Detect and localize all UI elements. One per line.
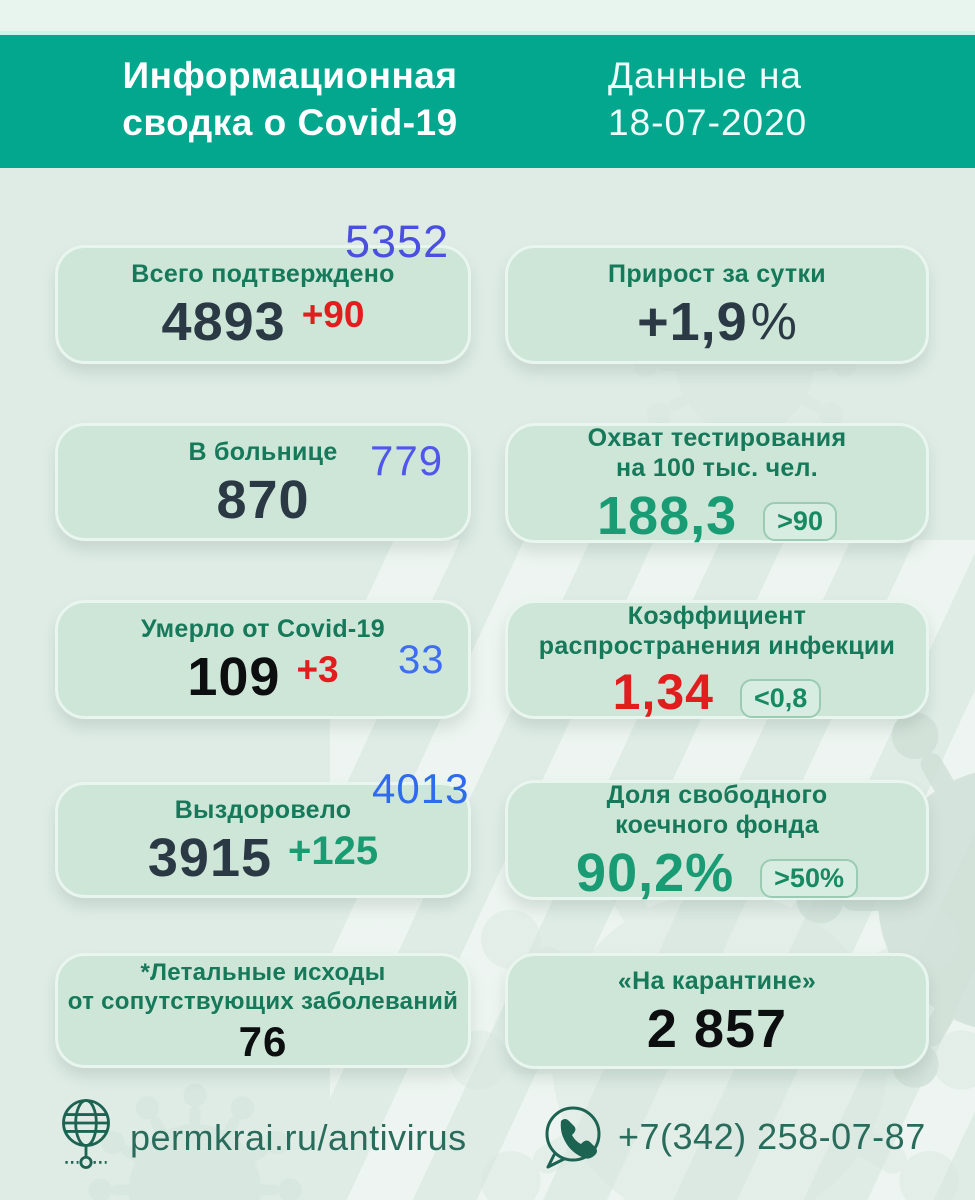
card-hospitalized: В больнице 870 bbox=[55, 423, 471, 541]
card-recovered: Выздоровело 3915 +125 bbox=[55, 782, 471, 898]
card-value: 76 bbox=[238, 1017, 288, 1065]
card-title-line2: распространения инфекции bbox=[538, 632, 896, 660]
page-title-line2: сводка о Covid-19 bbox=[122, 102, 458, 143]
card-title: Прирост за сутки bbox=[608, 260, 826, 288]
card-title: Выздоровело bbox=[174, 795, 352, 824]
handwritten-annotation-deaths: 33 bbox=[398, 638, 445, 682]
card-title-line1: Охват тестирования bbox=[587, 423, 847, 452]
handwritten-annotation-hospital: 779 bbox=[370, 437, 444, 484]
card-testing-coverage: Охват тестирования на 100 тыс. чел. 188,… bbox=[505, 423, 929, 546]
report-date-value: 18-07-2020 bbox=[608, 102, 808, 143]
card-title: «На карантине» bbox=[617, 966, 817, 995]
threshold-badge: >50% bbox=[760, 859, 858, 898]
card-title-line2: от сопутствующих заболеваний bbox=[67, 987, 459, 1015]
card-title: Доля свободного коечного фонда bbox=[607, 780, 828, 840]
website-url: permkrai.ru/antivirus bbox=[130, 1117, 467, 1158]
card-spread-coefficient: Коэффициент распространения инфекции 1,3… bbox=[505, 600, 929, 719]
card-free-beds-share: Доля свободного коечного фонда 90,2% >50… bbox=[505, 780, 929, 903]
card-title: Охват тестирования на 100 тыс. чел. bbox=[588, 423, 847, 483]
handwritten-annotation-recovered: 4013 bbox=[372, 765, 470, 812]
card-title-line1: Коэффициент bbox=[627, 602, 807, 630]
percent-sign: % bbox=[750, 293, 797, 351]
globe-icon bbox=[62, 1099, 110, 1169]
daily-change-badge: +125 bbox=[288, 828, 379, 873]
card-total-confirmed: Всего подтверждено 4893 +90 bbox=[55, 245, 471, 364]
daily-change-badge: +90 bbox=[301, 294, 365, 335]
card-title-line2: на 100 тыс. чел. bbox=[615, 453, 819, 482]
card-quarantined: «На карантине» 2 857 bbox=[505, 953, 929, 1069]
card-value: 1,34 bbox=[612, 664, 714, 720]
card-title: Коэффициент распространения инфекции bbox=[539, 601, 895, 661]
card-comorbidity-deaths: *Летальные исходы от сопутствующих забол… bbox=[55, 953, 471, 1068]
card-value: 109 bbox=[187, 647, 281, 707]
page-title: Информационная сводка о Covid-19 bbox=[55, 52, 525, 146]
card-title: *Летальные исходы от сопутствующих забол… bbox=[68, 958, 459, 1016]
card-value: 3915 bbox=[147, 827, 273, 888]
daily-change-badge: +3 bbox=[296, 649, 339, 690]
top-strip bbox=[0, 0, 975, 31]
card-covid-deaths: Умерло от Covid-19 109 +3 bbox=[55, 600, 471, 719]
card-value: 90,2% bbox=[576, 842, 735, 903]
header-banner: Информационная сводка о Covid-19 Данные … bbox=[0, 31, 975, 168]
footer-website: permkrai.ru/antivirus bbox=[56, 1094, 467, 1182]
report-date-label: Данные на bbox=[608, 55, 802, 96]
threshold-badge: <0,8 bbox=[740, 678, 822, 718]
card-value: 2 857 bbox=[646, 998, 788, 1059]
card-title-line1: *Летальные исходы bbox=[140, 958, 386, 986]
page-title-line1: Информационная bbox=[122, 55, 458, 96]
card-value: +1,9 bbox=[637, 292, 748, 352]
card-title: Всего подтверждено bbox=[131, 260, 395, 288]
card-title-line2: коечного фонда bbox=[615, 810, 819, 839]
card-value: 188,3 bbox=[597, 485, 738, 546]
card-title-line1: Доля свободного bbox=[606, 780, 828, 809]
card-value: 4893 bbox=[161, 292, 286, 352]
phone-icon bbox=[545, 1106, 601, 1169]
card-title: В больнице bbox=[188, 437, 338, 466]
card-title: Умерло от Covid-19 bbox=[141, 615, 385, 643]
report-date: Данные на 18-07-2020 bbox=[608, 52, 807, 146]
phone-number: +7(342) 258-07-87 bbox=[618, 1116, 926, 1157]
threshold-badge: >90 bbox=[763, 502, 837, 541]
card-value: 870 bbox=[216, 469, 310, 530]
card-daily-growth: Прирост за сутки +1,9 % bbox=[505, 245, 929, 364]
handwritten-annotation-confirmed: 5352 bbox=[345, 216, 450, 267]
footer-phone: +7(342) 258-07-87 bbox=[540, 1104, 926, 1170]
